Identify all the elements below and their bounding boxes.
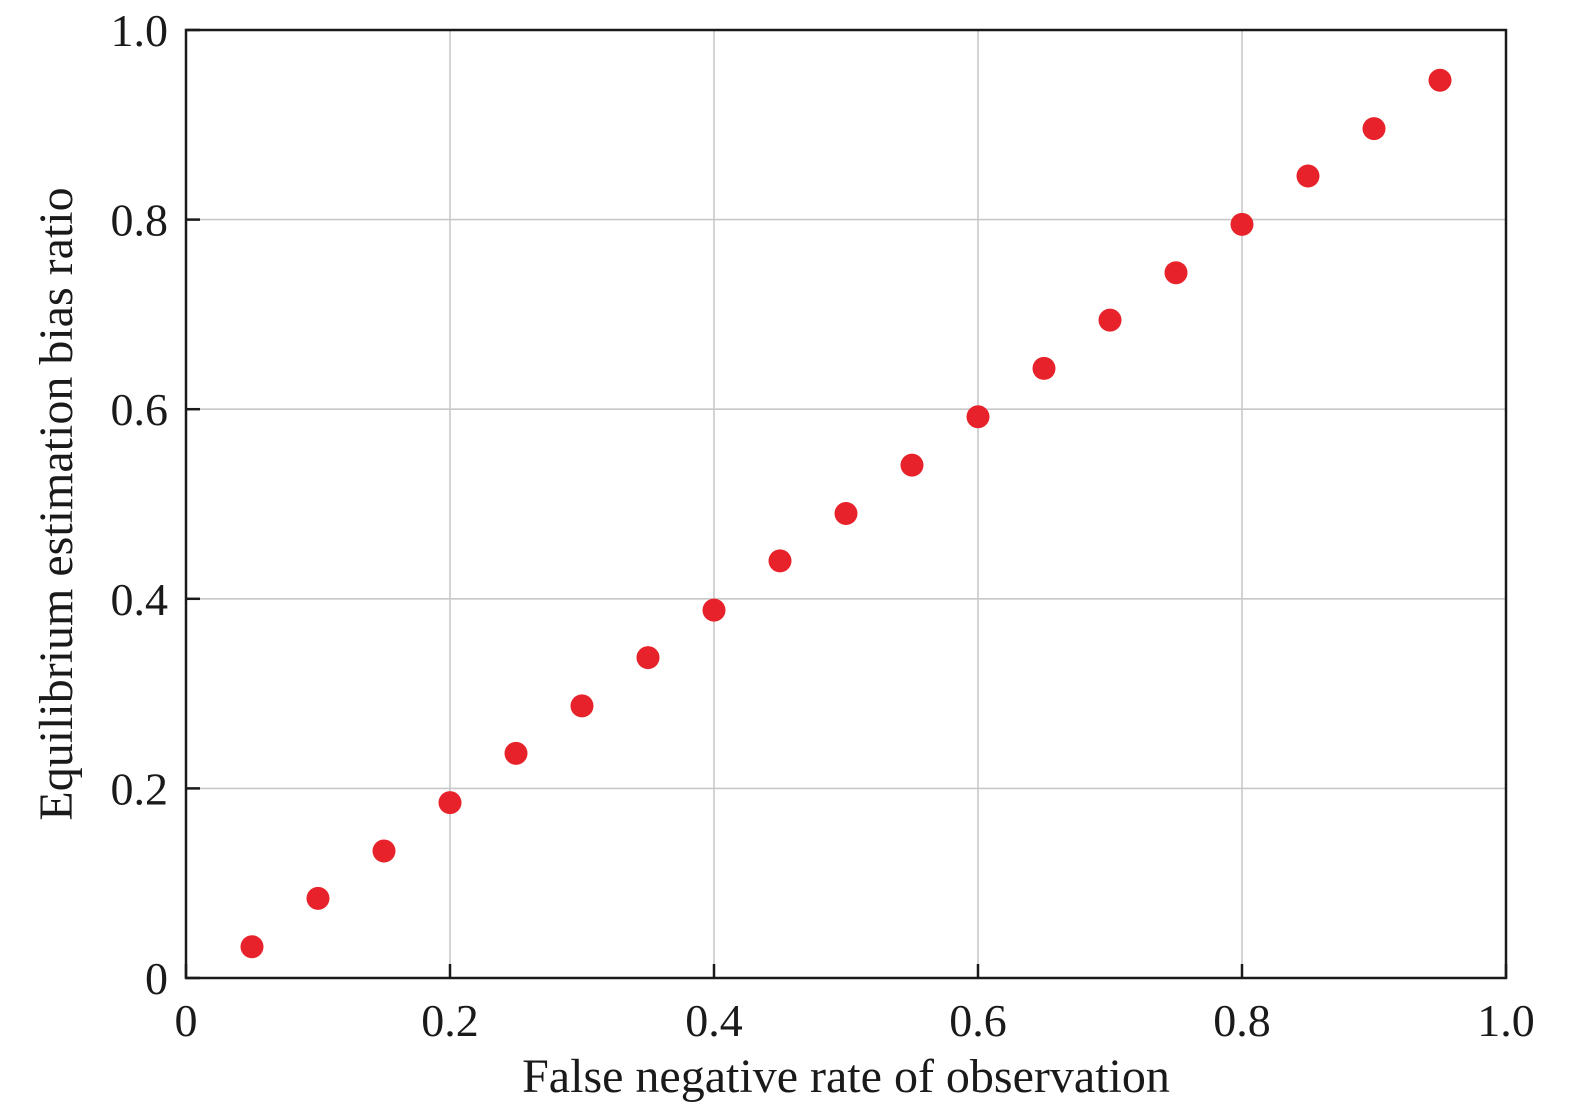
- grid-lines: [186, 30, 1506, 978]
- y-tick-label: 0.6: [111, 384, 169, 435]
- tick-marks: [184, 28, 1508, 980]
- data-point: [1164, 261, 1188, 285]
- y-tick-label: 0.4: [111, 574, 169, 625]
- data-point: [768, 549, 792, 573]
- plot-frame: [184, 28, 1508, 980]
- data-point: [438, 791, 462, 815]
- data-point: [834, 501, 858, 525]
- y-axis-label: Equilibrium estimation bias ratio: [30, 187, 83, 820]
- data-point: [966, 405, 990, 429]
- data-point: [306, 886, 330, 910]
- y-tick-label: 0: [145, 953, 168, 1004]
- y-tick-label: 0.8: [111, 195, 169, 246]
- x-tick-labels: 0 0.2 0.4 0.6 0.8 1.0: [175, 995, 1535, 1046]
- data-point: [1296, 164, 1320, 188]
- y-tick-label: 0.2: [111, 763, 169, 814]
- data-point: [636, 646, 660, 670]
- data-point: [570, 694, 594, 718]
- data-point: [900, 453, 924, 477]
- x-tick-label: 0.4: [685, 995, 743, 1046]
- data-point: [702, 598, 726, 622]
- x-tick-label: 1.0: [1477, 995, 1535, 1046]
- data-point: [1362, 117, 1386, 141]
- y-tick-label: 1.0: [111, 5, 169, 56]
- data-point: [240, 935, 264, 959]
- data-points: [240, 68, 1452, 959]
- data-point: [372, 839, 396, 863]
- data-point: [1230, 212, 1254, 236]
- x-tick-label: 0.8: [1213, 995, 1271, 1046]
- data-point: [1428, 68, 1452, 92]
- data-point: [504, 741, 528, 765]
- data-point: [1032, 356, 1056, 380]
- y-tick-labels: 0 0.2 0.4 0.6 0.8 1.0: [111, 5, 169, 1004]
- x-tick-label: 0: [175, 995, 198, 1046]
- x-tick-label: 0.2: [421, 995, 479, 1046]
- x-tick-label: 0.6: [949, 995, 1007, 1046]
- data-point: [1098, 308, 1122, 332]
- x-axis-label: False negative rate of observation: [522, 1050, 1170, 1103]
